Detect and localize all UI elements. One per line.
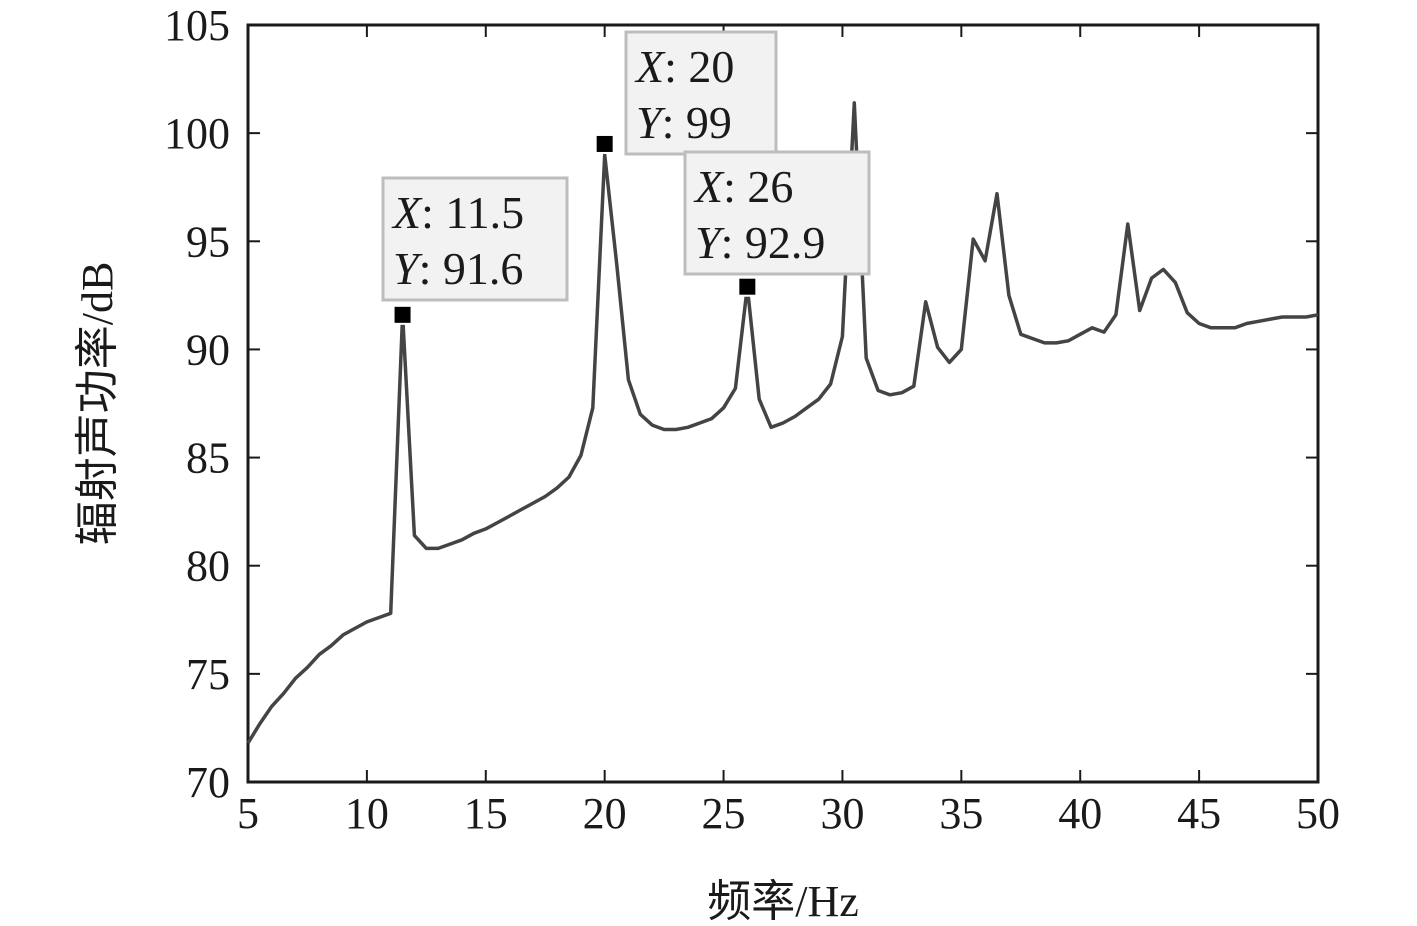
data-tip-x: X: 26 [693,161,793,212]
y-tick-label: 90 [186,325,230,374]
x-tick-label: 40 [1058,789,1102,838]
y-tick-label: 85 [186,434,230,483]
data-tip-box [381,176,569,302]
data-tip-y-key: Y [636,97,666,148]
data-tip-y-key: Y [393,243,423,294]
data-tip-x-value: 11.5 [445,187,524,238]
data-tip-separator: : [421,187,445,238]
data-tip: X: 20Y: 99 [594,30,778,156]
data-tip-marker [594,133,615,154]
data-tip-marker [392,304,413,325]
data-tip-separator: : [662,97,686,148]
y-tick-label: 95 [186,217,230,266]
data-tip-separator: : [721,217,745,268]
data-tip-y-value: 99 [686,97,732,148]
data-tip-separator: : [664,41,688,92]
x-tick-label: 5 [237,789,259,838]
data-tip-y-key: Y [695,217,725,268]
data-tip-x-key: X [634,41,666,92]
plot-frame [246,23,1320,784]
y-tick-label: 75 [186,650,230,699]
y-tick-label: 80 [186,542,230,591]
data-tip-separator: : [723,161,747,212]
x-tick-label: 10 [345,789,389,838]
data-tip-y: Y: 99 [636,97,732,148]
data-tip-y-value: 91.6 [443,243,524,294]
data-tip-separator: : [419,243,443,294]
y-tick-label: 70 [186,758,230,807]
data-tip-marker [737,276,758,297]
x-tick-label: 20 [583,789,627,838]
series-line [246,101,1319,745]
x-axis-title: 频率/Hz [707,877,859,926]
y-tick-label: 100 [164,109,230,158]
data-tip-x: X: 20 [634,41,734,92]
data-tip: X: 26Y: 92.9 [683,150,871,297]
x-tick-label: 25 [702,789,746,838]
data-tip-box [683,150,871,276]
y-tick-label: 105 [164,1,230,50]
data-tip-y: Y: 91.6 [393,243,523,294]
x-tick-label: 45 [1177,789,1221,838]
data-tip: X: 11.5Y: 91.6 [381,176,569,325]
data-tip-box [624,30,778,156]
y-axis-title: 辐射声功率/dB [73,262,122,546]
data-tip-x-value: 26 [747,161,793,212]
x-tick-label: 15 [464,789,508,838]
data-tip-x-key: X [391,187,423,238]
data-tip-x-key: X [693,161,725,212]
data-tip-x-value: 20 [688,41,734,92]
x-tick-label: 35 [939,789,983,838]
data-tip-y-value: 92.9 [745,217,826,268]
x-tick-label: 30 [820,789,864,838]
data-tip-y: Y: 92.9 [695,217,825,268]
x-tick-label: 50 [1296,789,1340,838]
data-tip-x: X: 11.5 [391,187,524,238]
